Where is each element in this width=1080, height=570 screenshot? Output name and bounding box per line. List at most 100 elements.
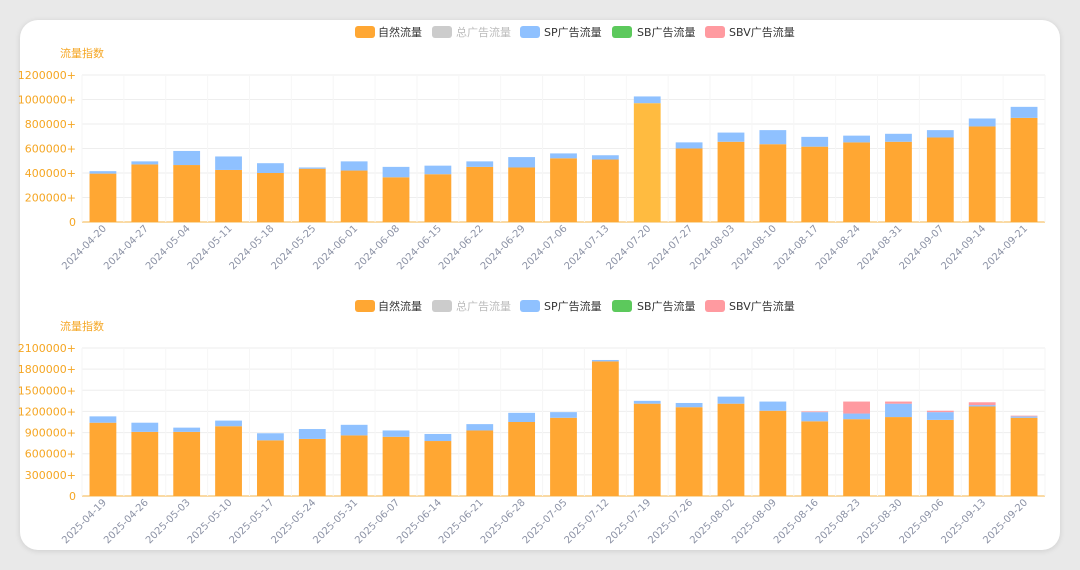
bar-segment[interactable] (173, 150, 201, 166)
legend-item[interactable]: SB广告流量 (612, 299, 696, 313)
bar-segment[interactable] (968, 406, 996, 496)
bar-stack[interactable] (298, 429, 326, 496)
bar-stack[interactable] (801, 136, 829, 222)
bar-segment[interactable] (843, 419, 870, 496)
bar-segment[interactable] (298, 438, 326, 496)
bar-segment[interactable] (340, 424, 368, 436)
bar-segment[interactable] (340, 170, 368, 222)
bar-segment[interactable] (466, 424, 494, 431)
bar-segment[interactable] (717, 403, 745, 496)
bar-segment[interactable] (801, 421, 829, 496)
bar-segment[interactable] (1010, 417, 1038, 496)
bar-segment[interactable] (759, 144, 787, 222)
bar-stack[interactable] (382, 430, 410, 496)
bar-segment[interactable] (759, 410, 787, 496)
bar-segment[interactable] (591, 361, 619, 496)
bar-segment[interactable] (424, 441, 452, 496)
legend-item[interactable]: SP广告流量 (520, 25, 602, 39)
bar-segment[interactable] (215, 426, 242, 496)
bar-segment[interactable] (89, 422, 117, 496)
bar-segment[interactable] (675, 402, 703, 408)
bar-segment[interactable] (382, 436, 410, 496)
bar-segment[interactable] (885, 401, 912, 404)
bar-stack[interactable] (89, 416, 117, 496)
bar-segment[interactable] (885, 133, 912, 142)
bar-segment[interactable] (843, 413, 870, 420)
bar-stack[interactable] (926, 410, 954, 496)
bar-segment[interactable] (759, 130, 787, 145)
bar-stack[interactable] (550, 153, 577, 222)
bar-segment[interactable] (633, 400, 661, 404)
bar-segment[interactable] (173, 431, 201, 496)
bar-segment[interactable] (550, 153, 577, 159)
bar-segment[interactable] (89, 416, 117, 423)
bar-segment[interactable] (717, 132, 745, 142)
bar-segment[interactable] (382, 166, 410, 178)
bar-segment[interactable] (801, 146, 829, 222)
legend-item[interactable]: 总广告流量 (432, 25, 511, 39)
bar-segment[interactable] (215, 156, 242, 170)
bar-stack[interactable] (424, 433, 452, 496)
bar-segment[interactable] (675, 148, 703, 223)
bar-stack[interactable] (508, 412, 536, 496)
bar-segment[interactable] (298, 429, 326, 439)
bar-stack[interactable] (340, 161, 368, 222)
bar-segment[interactable] (633, 96, 661, 104)
bar-stack[interactable] (801, 411, 829, 496)
legend-item[interactable]: 自然流量 (355, 25, 422, 39)
bar-segment[interactable] (424, 433, 452, 442)
bar-stack[interactable] (382, 166, 410, 222)
bar-stack[interactable] (843, 401, 870, 496)
bar-segment[interactable] (550, 417, 577, 496)
bar-segment[interactable] (466, 430, 494, 496)
bar-segment[interactable] (801, 412, 829, 422)
bar-segment[interactable] (466, 161, 494, 167)
bar-segment[interactable] (717, 141, 745, 222)
bar-stack[interactable] (968, 118, 996, 222)
bar-segment[interactable] (257, 440, 284, 496)
bar-stack[interactable] (257, 163, 284, 222)
bar-stack[interactable] (215, 156, 242, 222)
bar-segment[interactable] (968, 126, 996, 222)
bar-stack[interactable] (131, 161, 159, 222)
bar-segment[interactable] (926, 137, 954, 222)
bar-segment[interactable] (926, 412, 954, 420)
bar-stack[interactable] (1010, 415, 1038, 496)
bar-segment[interactable] (257, 163, 284, 173)
bar-stack[interactable] (131, 422, 159, 496)
bar-segment[interactable] (298, 168, 326, 222)
bar-stack[interactable] (885, 401, 912, 496)
bar-stack[interactable] (466, 424, 494, 496)
bar-stack[interactable] (926, 130, 954, 222)
bar-segment[interactable] (173, 427, 201, 432)
bar-segment[interactable] (926, 410, 954, 413)
legend-item[interactable]: SBV广告流量 (705, 25, 795, 39)
bar-stack[interactable] (717, 396, 745, 496)
bar-stack[interactable] (466, 161, 494, 222)
bar-stack[interactable] (759, 130, 787, 222)
bar-stack[interactable] (633, 96, 661, 222)
bar-segment[interactable] (550, 412, 577, 418)
bar-segment[interactable] (843, 401, 870, 414)
bar-segment[interactable] (1010, 416, 1038, 418)
bar-stack[interactable] (173, 150, 201, 222)
bar-segment[interactable] (508, 167, 536, 222)
legend-item[interactable]: SP广告流量 (520, 299, 602, 313)
legend-item[interactable]: SB广告流量 (612, 25, 696, 39)
bar-segment[interactable] (1010, 117, 1038, 222)
bar-stack[interactable] (89, 171, 117, 222)
bar-segment[interactable] (885, 417, 912, 496)
bar-segment[interactable] (675, 407, 703, 496)
bar-segment[interactable] (926, 419, 954, 496)
bar-stack[interactable] (340, 424, 368, 496)
bar-segment[interactable] (131, 431, 159, 496)
bar-stack[interactable] (843, 135, 870, 222)
bar-stack[interactable] (550, 412, 577, 496)
bar-segment[interactable] (173, 165, 201, 222)
bar-stack[interactable] (1010, 106, 1038, 222)
bar-segment[interactable] (633, 403, 661, 496)
bar-segment[interactable] (801, 411, 829, 413)
bar-segment[interactable] (885, 141, 912, 222)
bar-stack[interactable] (759, 401, 787, 496)
bar-segment[interactable] (1010, 415, 1038, 417)
